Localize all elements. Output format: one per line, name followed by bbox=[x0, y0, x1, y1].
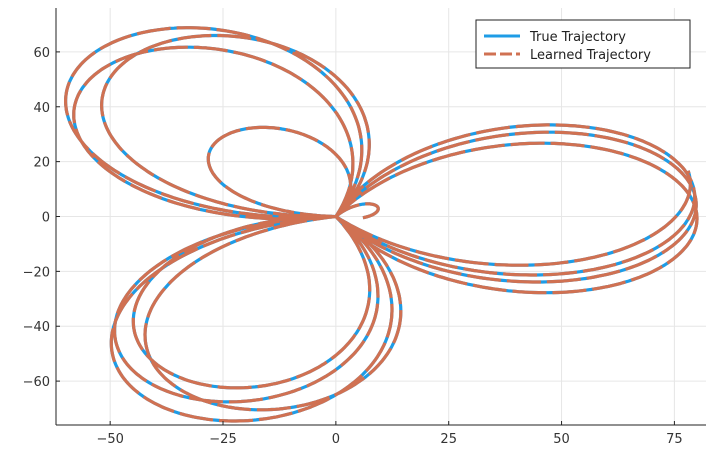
x-tick-label: −50 bbox=[96, 432, 123, 447]
y-tick-label: −40 bbox=[23, 320, 50, 335]
y-tick-label: 0 bbox=[42, 211, 50, 226]
axes bbox=[55, 8, 706, 426]
y-tick-label: 20 bbox=[33, 156, 50, 171]
legend-label: True Trajectory bbox=[529, 30, 626, 45]
y-tick-label: 60 bbox=[33, 46, 50, 61]
x-tick-label: 75 bbox=[666, 432, 683, 447]
legend-label: Learned Trajectory bbox=[530, 48, 651, 63]
y-tick-label: −20 bbox=[23, 265, 50, 280]
y-tick-label: 40 bbox=[33, 101, 50, 116]
legend: True Trajectory Learned Trajectory bbox=[475, 19, 691, 69]
x-tick-label: 50 bbox=[553, 432, 570, 447]
x-tick-label: −25 bbox=[209, 432, 236, 447]
y-tick-label: −60 bbox=[23, 375, 50, 390]
legend-box bbox=[475, 19, 691, 69]
x-tick-label: 25 bbox=[440, 432, 457, 447]
tick-labels: −50 −25 0 25 50 75 −60 −40 −20 0 20 40 60 bbox=[23, 46, 683, 447]
x-tick-label: 0 bbox=[332, 432, 340, 447]
series-learned-trajectory bbox=[63, 26, 699, 423]
series-layer bbox=[63, 26, 699, 423]
